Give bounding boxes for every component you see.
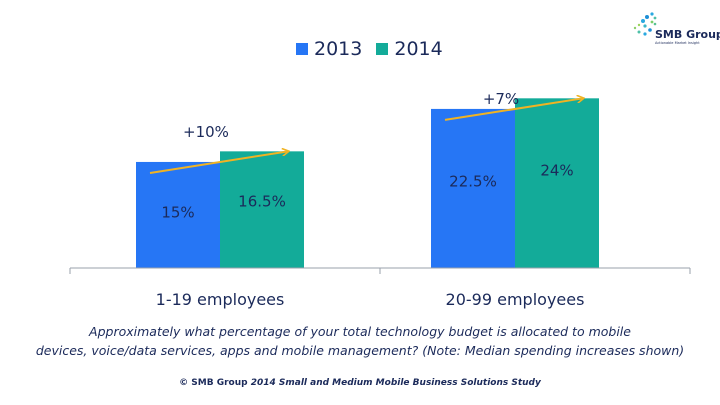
growth-label-1: +7% <box>483 90 519 108</box>
data-label-2014-0: 16.5% <box>238 192 286 210</box>
legend-item-2014: 2014 <box>376 38 443 60</box>
legend-swatch-2013 <box>296 43 308 55</box>
legend-label-2014: 2014 <box>394 38 443 60</box>
smb-group-logo: SMB Group Actionable Market Insight <box>630 8 720 48</box>
data-label-2014-1: 24% <box>540 162 573 180</box>
source-title: 2014 Small and Medium Mobile Business So… <box>250 378 541 388</box>
bar-2013-0 <box>136 161 220 268</box>
source-citation: © SMB Group 2014 Small and Medium Mobile… <box>0 378 720 388</box>
legend-item-2013: 2013 <box>296 38 362 60</box>
legend-label-2013: 2013 <box>314 38 363 60</box>
growth-label-0: +10% <box>183 123 229 141</box>
survey-question-line-1: Approximately what percentage of your to… <box>89 324 631 339</box>
category-label-1: 20-99 employees <box>446 290 585 309</box>
category-label-0: 1-19 employees <box>156 290 285 309</box>
logo-dots-icon <box>633 12 657 36</box>
survey-question: Approximately what percentage of your to… <box>0 322 720 360</box>
data-label-2013-1: 22.5% <box>449 173 497 191</box>
bar-2014-1 <box>515 98 599 268</box>
survey-question-line-2: devices, voice/data services, apps and m… <box>35 343 685 358</box>
data-label-2013-0: 15% <box>161 203 194 221</box>
chart-legend: 2013 2014 <box>296 38 457 60</box>
bar-2014-0 <box>220 151 304 268</box>
logo-name: SMB Group <box>655 28 720 41</box>
bar-2013-1 <box>431 108 515 268</box>
growth-arrow-1 <box>444 98 583 121</box>
logo-tagline: Actionable Market Insight <box>655 41 700 45</box>
legend-swatch-2014 <box>376 43 389 55</box>
growth-arrow-0 <box>149 151 288 174</box>
source-prefix: © SMB Group <box>179 378 248 388</box>
